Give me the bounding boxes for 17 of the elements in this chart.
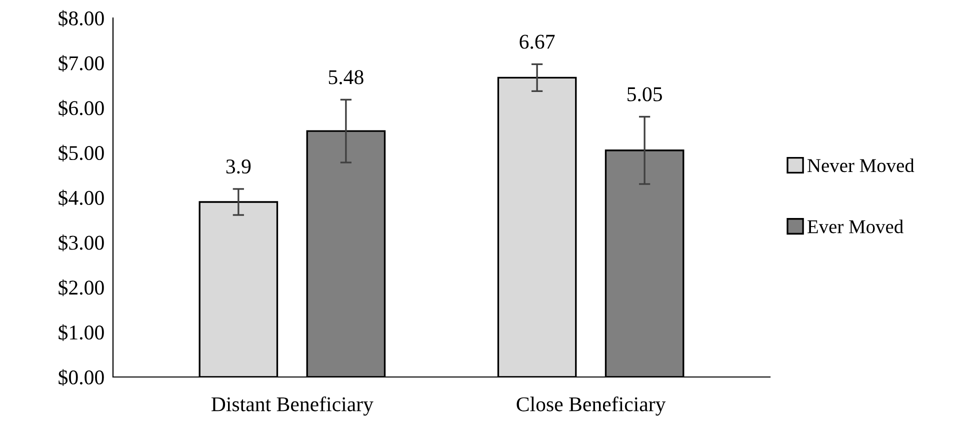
y-tick-label: $5.00 (58, 144, 104, 162)
y-tick-label: $1.00 (58, 324, 104, 341)
data-label: 5.48 (328, 70, 364, 84)
y-tick-label: $4.00 (58, 190, 104, 206)
y-tick-label: $0.00 (58, 369, 104, 386)
data-label: 6.67 (520, 34, 555, 49)
data-label: 5.05 (628, 87, 662, 102)
data-label: 3.9 (226, 160, 251, 174)
y-tick-label: $8.00 (58, 10, 104, 27)
x-tick-label: Close Beneficiary (516, 396, 666, 416)
y-tick-label: $2.00 (58, 279, 104, 296)
y-tick-label: $6.00 (58, 100, 104, 117)
x-tick-label: Distant Beneficiary (212, 396, 374, 416)
legend-label: Ever Moved (808, 220, 904, 234)
legend-label: Never Moved (808, 158, 914, 172)
y-tick-label: $7.00 (58, 55, 104, 72)
y-tick-label: $3.00 (58, 234, 104, 252)
